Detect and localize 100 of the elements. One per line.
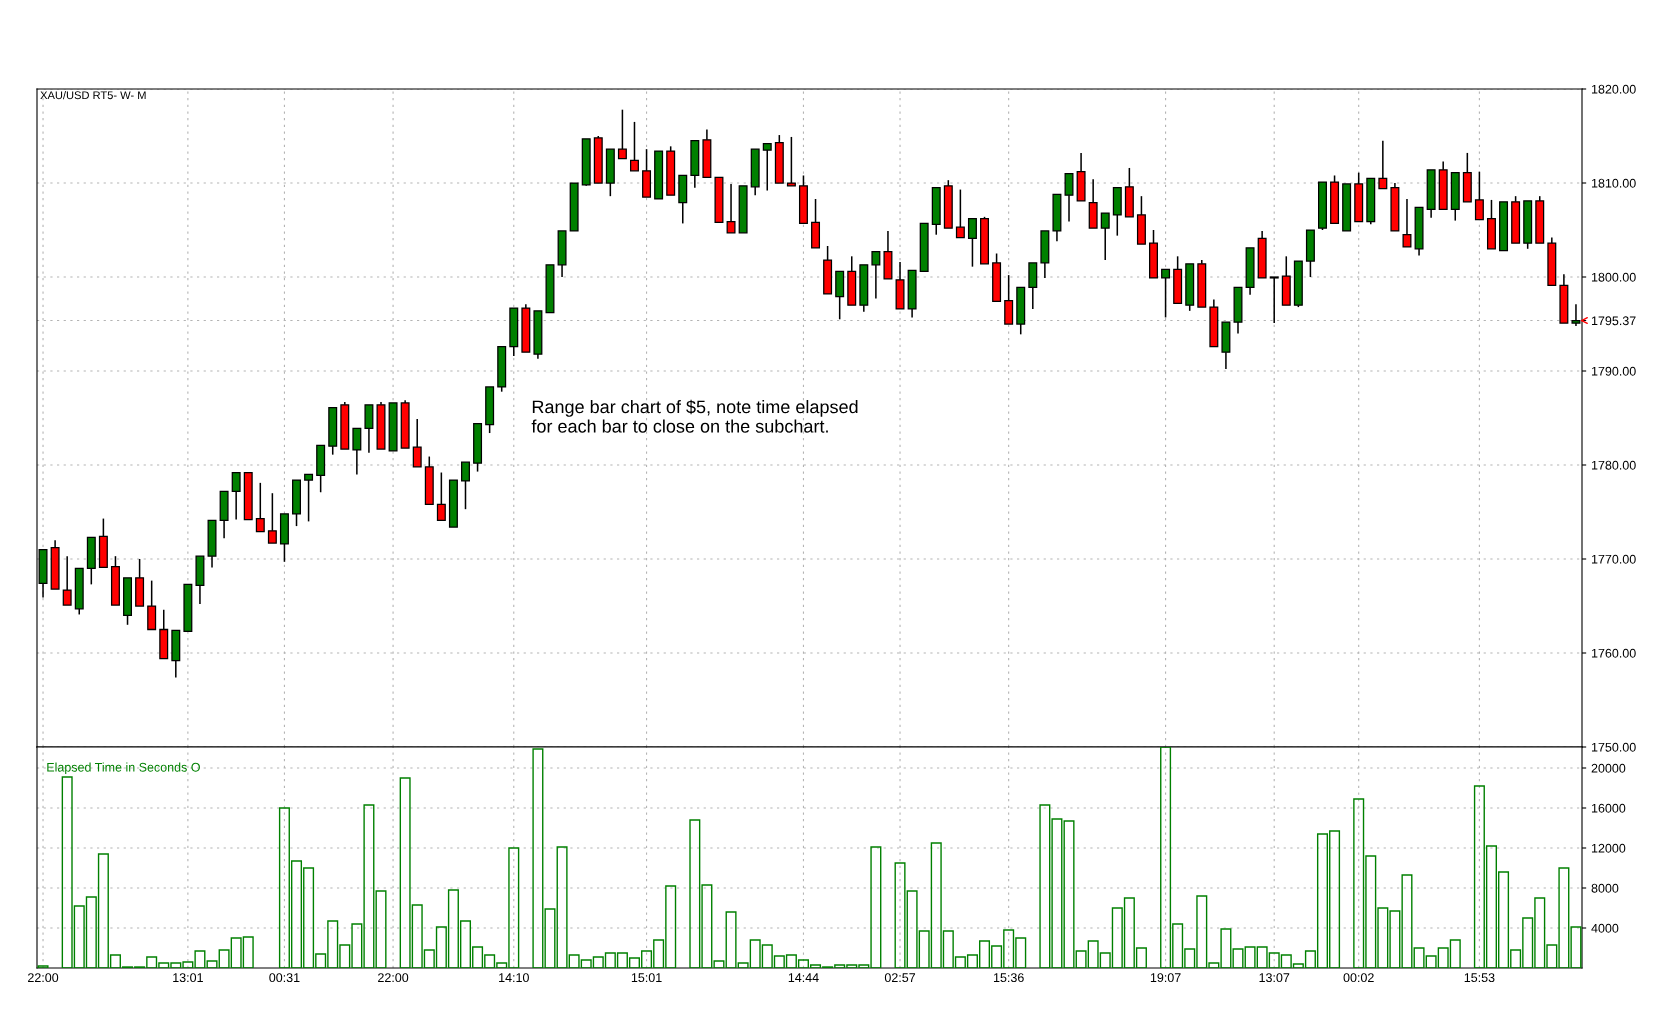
candlestick — [859, 264, 869, 313]
candlestick — [207, 519, 217, 569]
candlestick — [629, 121, 639, 172]
candlestick — [1221, 321, 1231, 370]
candlestick — [1269, 276, 1279, 324]
candlestick — [1474, 170, 1484, 221]
y-tick-label: 1820.00 — [1591, 84, 1636, 94]
candlestick — [1438, 160, 1448, 210]
candlestick — [74, 567, 84, 616]
candlestick — [352, 427, 362, 476]
chart-title: XAU/USD RT5- W- M — [40, 90, 146, 100]
x-tick-label: 13:01 — [173, 973, 203, 983]
y-tick-label: 8000 — [1591, 883, 1619, 893]
candlestick — [183, 583, 193, 633]
candlestick — [967, 218, 977, 268]
candlestick — [738, 185, 748, 234]
candlestick — [195, 555, 205, 605]
y-tick-label: 1770.00 — [1591, 554, 1636, 564]
candlestick — [267, 492, 277, 544]
y-tick-label: 1780.00 — [1591, 460, 1636, 470]
candlestick — [364, 404, 374, 454]
candlestick — [1402, 198, 1412, 248]
candlestick — [1209, 298, 1219, 348]
candlestick — [1462, 152, 1472, 203]
candlestick — [1076, 152, 1086, 202]
candlestick — [412, 418, 422, 468]
annotation: Range bar chart of $5, note time elapsed for each bar to close on the subchart. — [531, 399, 858, 433]
candlestick — [907, 269, 917, 319]
y-tick-label: 20000 — [1591, 763, 1626, 773]
bar — [37, 965, 49, 968]
candlestick — [533, 310, 543, 360]
candlestick — [436, 471, 446, 522]
candlestick — [1366, 177, 1376, 226]
candlestick — [871, 250, 881, 300]
candlestick — [1040, 230, 1050, 279]
y-tick-label: 16000 — [1591, 803, 1626, 813]
candlestick — [1245, 247, 1255, 296]
x-tick-label: 14:44 — [788, 973, 819, 982]
candlestick — [219, 490, 229, 540]
x-tick-label: 15:53 — [1464, 973, 1495, 983]
candlestick — [955, 188, 965, 239]
candlestick — [304, 473, 314, 523]
x-tick-label: 15:36 — [993, 973, 1024, 983]
candlestick — [1342, 183, 1352, 232]
candlestick — [509, 307, 519, 357]
x-tick-label: 13:07 — [1259, 973, 1290, 983]
candlestick — [654, 150, 664, 200]
y-tick-label: 1795.37 — [1591, 316, 1636, 326]
candlestick — [883, 230, 893, 280]
candlestick — [135, 558, 145, 607]
y-tick-label: 4000 — [1591, 923, 1619, 933]
x-tick-label: 00:02 — [1343, 973, 1374, 983]
candlestick — [1426, 169, 1436, 219]
candlestick — [642, 148, 652, 198]
candlestick — [1124, 167, 1134, 218]
candlestick — [545, 264, 555, 314]
candlestick — [1233, 286, 1243, 335]
candlestick — [62, 555, 72, 606]
candlestick — [231, 471, 241, 521]
candlestick — [1100, 212, 1110, 261]
x-tick-label: 00:31 — [269, 973, 300, 983]
text: Elapsed Time in Seconds O — [47, 762, 200, 775]
candlestick — [1064, 172, 1074, 223]
x-tick-label: 22:00 — [28, 973, 59, 983]
candlestick — [243, 471, 253, 521]
candlestick — [159, 608, 169, 660]
candlestick — [1197, 259, 1207, 308]
candlestick — [448, 479, 458, 528]
candlestick — [1535, 195, 1545, 244]
candlestick — [581, 138, 591, 186]
candlestick — [1112, 187, 1122, 237]
candlestick — [714, 176, 724, 224]
candlestick — [171, 629, 181, 679]
candlestick — [847, 255, 857, 306]
candlestick — [388, 402, 398, 452]
candlestick — [521, 303, 531, 353]
candlestick — [376, 401, 386, 450]
candlestick — [617, 108, 627, 160]
x-tick-label: 15:01 — [631, 973, 662, 983]
candlestick — [569, 182, 579, 232]
y-tick-label: 1800.00 — [1591, 272, 1636, 282]
candlestick — [702, 128, 712, 178]
y-tick-label: 1810.00 — [1591, 178, 1636, 188]
candlestick — [50, 539, 60, 590]
y-tick-label: 1750.00 — [1591, 742, 1636, 752]
candlestick — [919, 222, 929, 272]
candlestick — [557, 230, 567, 278]
candlestick — [786, 136, 796, 187]
x-tick-label: 14:10 — [499, 973, 529, 983]
candlestick — [1499, 201, 1509, 252]
candlestick — [1547, 236, 1557, 287]
candlestick — [678, 174, 688, 225]
candlestick — [340, 401, 350, 450]
candlestick — [1028, 262, 1038, 310]
candlestick — [762, 142, 772, 192]
y-tick-label: 1760.00 — [1591, 648, 1636, 658]
candlestick — [811, 198, 821, 249]
candlestick — [1136, 195, 1146, 245]
candlestick — [931, 187, 941, 236]
candlestick — [1378, 139, 1388, 190]
